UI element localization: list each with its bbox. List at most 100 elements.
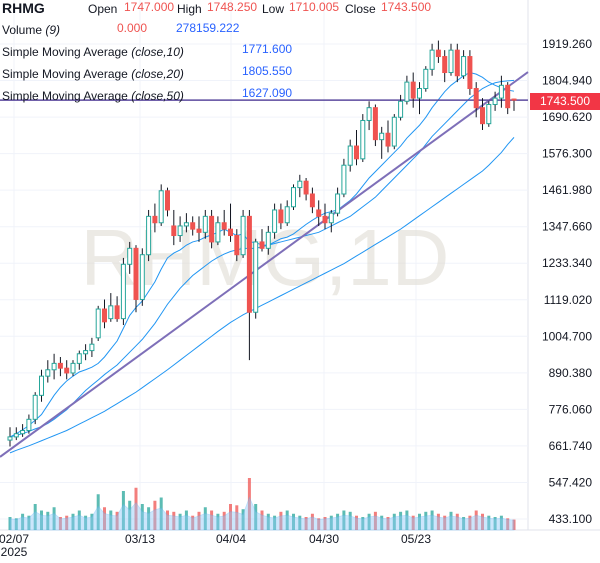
volume-bar — [254, 504, 258, 530]
volume-bar — [21, 513, 25, 530]
volume-bar — [140, 504, 144, 530]
candle-body — [265, 231, 271, 249]
volume-bar — [153, 500, 157, 530]
candle-body — [76, 353, 82, 364]
candle-body — [51, 362, 57, 371]
candle-body — [480, 107, 485, 125]
volume-bar — [71, 513, 75, 530]
volume-bar — [468, 515, 472, 530]
candle-body — [253, 241, 259, 313]
candle-body — [341, 164, 347, 195]
sma10-legend[interactable]: Simple Moving Average (close,10) — [2, 45, 184, 59]
volume-param: (9) — [45, 23, 61, 37]
volume-bar — [96, 494, 100, 530]
candle-body — [360, 119, 366, 160]
candle-body — [354, 145, 359, 160]
volume-label: Volume — [2, 23, 43, 37]
candle-body — [45, 369, 51, 377]
candle-body — [417, 88, 422, 99]
x-tick-label: 02/07 — [0, 532, 29, 546]
candle-body — [190, 222, 196, 230]
y-tick-label: 890.380 — [549, 366, 593, 380]
y-tick-label: 1919.260 — [542, 37, 592, 51]
volume-bar — [247, 478, 251, 530]
volume-value-1: 0.000 — [117, 21, 148, 35]
sma20-name: Simple Moving Average — [2, 67, 128, 81]
candle-body — [278, 209, 284, 224]
volume-bar — [115, 511, 119, 530]
candle-body — [102, 308, 107, 323]
low-value: 1710.005 — [289, 0, 340, 14]
volume-bar — [499, 515, 503, 530]
volume-bar — [27, 515, 31, 530]
candle-body — [234, 235, 240, 256]
candle-body — [158, 190, 164, 224]
candle-body — [26, 418, 32, 431]
candle-body — [511, 98, 517, 101]
candle-body — [410, 81, 416, 99]
candle-body — [177, 225, 183, 237]
candle-body — [391, 116, 397, 147]
high-label: High — [177, 2, 202, 16]
sma20-value: 1805.550 — [242, 64, 293, 78]
candle-body — [152, 215, 158, 224]
volume-bar — [273, 515, 277, 530]
candle-body — [328, 212, 334, 224]
sma20-legend[interactable]: Simple Moving Average (close,20) — [2, 67, 184, 81]
candle-body — [429, 49, 435, 70]
volume-bar — [506, 518, 510, 530]
volume-bar — [52, 507, 56, 530]
time-axis[interactable]: 02/07 03/13 04/04 04/30 05/23 2025 — [0, 532, 431, 559]
candle-body — [461, 56, 467, 77]
y-tick-label: 1233.340 — [542, 256, 592, 270]
volume-bar — [197, 511, 201, 530]
volume-bar — [418, 513, 421, 530]
candle-body — [385, 132, 391, 147]
candle-body — [435, 49, 441, 58]
x-tick-year: 2025 — [1, 545, 28, 558]
volume-bar — [191, 515, 195, 530]
sma10-value: 1771.600 — [242, 42, 293, 56]
trend-line-layer[interactable] — [0, 71, 529, 458]
ticker-symbol[interactable]: RHMG — [2, 0, 45, 16]
low-label: Low — [262, 2, 285, 16]
volume-bar — [317, 518, 321, 530]
volume-bar — [310, 513, 314, 530]
candle-body — [498, 84, 504, 99]
close-label: Close — [345, 2, 376, 16]
x-tick-label: 03/13 — [125, 532, 155, 546]
volume-bar — [474, 510, 478, 530]
candle-body — [171, 225, 177, 237]
candle-body — [309, 193, 315, 208]
x-tick-label: 05/23 — [401, 532, 431, 546]
sma50-legend[interactable]: Simple Moving Average (close,50) — [2, 89, 184, 103]
y-tick-label: 1804.940 — [542, 74, 592, 88]
volume-bar — [323, 517, 327, 530]
volume-legend[interactable]: Volume (9) — [2, 23, 60, 37]
candle-body — [196, 228, 202, 233]
trend-line — [0, 71, 529, 458]
close-value: 1743.500 — [381, 0, 432, 14]
sma10-param: (close,10) — [131, 45, 184, 59]
candle-body — [366, 107, 372, 121]
candle-body — [442, 56, 448, 74]
candle-body — [372, 107, 378, 141]
candle-body — [423, 68, 429, 90]
candle-body — [108, 305, 114, 320]
volume-bar — [77, 510, 81, 530]
price-axis[interactable]: 1919.260 1804.940 1690.620 1576.300 1461.980… — [542, 37, 592, 526]
volume-bar — [373, 511, 377, 530]
volume-bar — [90, 513, 94, 530]
x-tick-label: 04/30 — [309, 532, 339, 546]
volume-bar — [298, 515, 302, 530]
volume-bar — [8, 517, 12, 530]
volume-bar — [405, 510, 409, 530]
y-tick-label: 1461.980 — [542, 183, 592, 197]
candle-body — [228, 228, 233, 237]
volume-bar — [285, 510, 289, 530]
candle-body — [209, 215, 215, 243]
volume-bar — [411, 515, 415, 530]
candle-body — [505, 84, 511, 109]
